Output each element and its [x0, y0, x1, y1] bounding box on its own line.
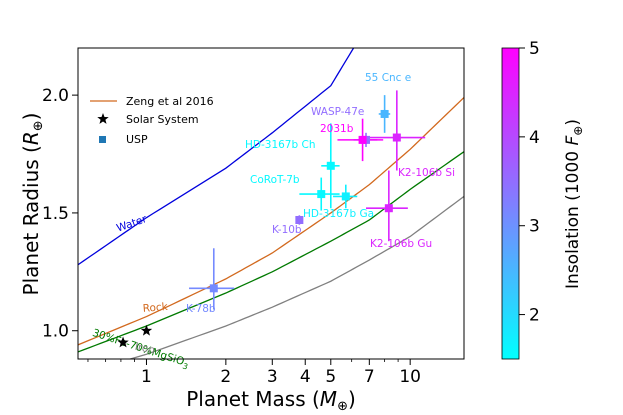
y-tick-label-1: 1.5: [42, 204, 69, 224]
curve-2: [78, 151, 464, 353]
x-tick-label-6: 10: [399, 367, 421, 387]
curve-label-1: Rock: [142, 301, 169, 315]
planet-label-0: K2-106b Si: [398, 167, 455, 179]
x-tick-label-5: 7: [364, 367, 375, 387]
planet-label-4: 2031b: [320, 123, 354, 135]
planet-point-2: [380, 109, 389, 118]
planet-point-5: [326, 161, 335, 170]
planet-labels: K2-106b Si K2-106b Gu 55 Cnc e WASP-47e 2031…: [186, 72, 455, 315]
solar-system-star-0: [117, 336, 129, 348]
planet-label-8: K-10b: [272, 224, 302, 236]
curve-label-sub-2: 3: [181, 361, 189, 371]
y-axis-title: Planet Radius (R⊕): [19, 113, 46, 296]
curve-0: [78, 48, 355, 266]
planet-label-7: HD-3167b Ga: [303, 208, 374, 220]
colorbar-tick-label-0: 2: [529, 306, 540, 326]
curve-label-text-3: Iron: [134, 341, 156, 357]
x-tick-label-4: 5: [325, 367, 336, 387]
planet-label-9: K-78b: [186, 303, 216, 315]
model-curves: [78, 48, 464, 359]
colorbar-tick-label-2: 4: [529, 128, 540, 148]
colorbar-ticks: 2 3 4 5: [519, 39, 540, 326]
legend-label-solar-system: Solar System: [126, 113, 199, 126]
curve-1: [78, 97, 464, 346]
y-tick-label-0: 1.0: [42, 322, 69, 342]
planet-label-1: K2-106b Gu: [370, 238, 432, 250]
planet-point-8: [295, 215, 304, 224]
x-axis-title: Planet Mass (M⊕): [186, 387, 356, 414]
planet-label-2: 55 Cnc e: [365, 72, 411, 84]
planet-points: [209, 109, 401, 293]
planet-point-1: [384, 204, 393, 213]
x-tick-label-3: 4: [300, 367, 311, 387]
x-tick-label-0: 1: [141, 367, 152, 387]
x-tick-label-1: 2: [220, 367, 231, 387]
legend-label-zeng: Zeng et al 2016: [126, 95, 214, 108]
y-tick-label-2: 2.0: [42, 86, 69, 106]
colorbar-tick-label-1: 3: [529, 217, 540, 237]
curve-label-3: Iron: [134, 341, 156, 357]
x-tick-label-2: 3: [267, 367, 278, 387]
planet-point-7: [341, 192, 350, 201]
error-bars: [189, 90, 426, 310]
legend-label-usp: USP: [126, 133, 148, 146]
solar-system-star-1: [140, 324, 153, 336]
planet-point-0: [392, 133, 401, 142]
legend-star-marker: [97, 113, 109, 124]
planet-label-3: WASP-47e: [311, 106, 364, 118]
x-axis-ticks: 1 2 3 4 5 7 10: [87, 359, 421, 387]
planet-label-5: HD-3167b Ch: [245, 139, 315, 151]
solar-system-points: [117, 324, 153, 348]
planet-point-4: [358, 135, 367, 144]
planet-label-6: CoRoT-7b: [250, 174, 300, 186]
curve-3: [127, 195, 464, 359]
legend-square-marker: [99, 136, 106, 143]
curve-label-text-0: Water: [115, 213, 149, 235]
y-axis-ticks: 1.0 1.5 2.0: [42, 86, 78, 342]
colorbar-title: Insolation (1000 F⊕): [563, 119, 585, 289]
curve-label-0: Water: [115, 213, 149, 235]
plot-frame: [77, 47, 465, 360]
legend: Zeng et al 2016 Solar System USP: [90, 95, 214, 146]
curve-label-text-1: Rock: [142, 301, 169, 315]
colorbar-tick-label-3: 5: [529, 39, 540, 59]
planet-point-9: [209, 284, 218, 293]
planet-point-6: [317, 190, 326, 199]
colorbar: [501, 47, 520, 360]
